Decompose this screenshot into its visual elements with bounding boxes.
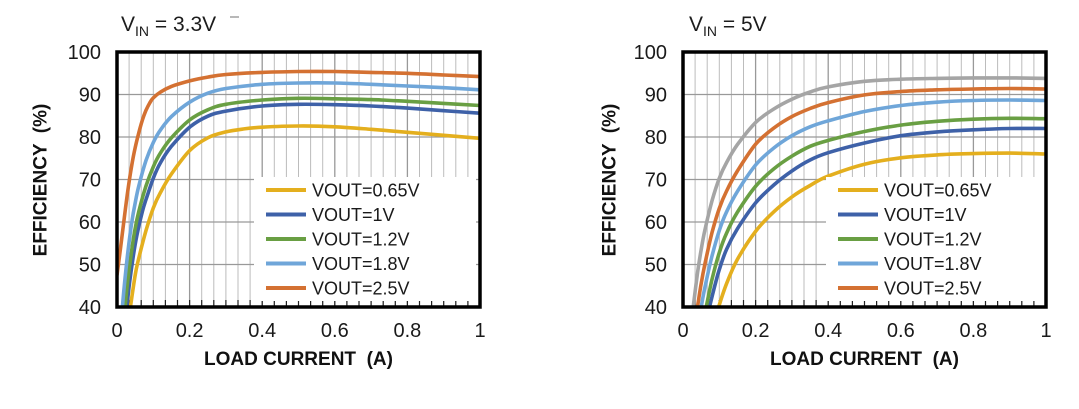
title-rest: = 3.3V — [149, 13, 217, 36]
curve-vout-0.65v — [128, 124, 480, 307]
y-tick-label: 40 — [645, 297, 667, 319]
title-rest: = 5V — [717, 13, 767, 36]
legend-label: VOUT=1.8V — [312, 254, 410, 274]
chart-vin-5v: VIN = 5V EFFICIENCY (%) VOUT=0.65V VOUT=1… — [540, 0, 1079, 409]
plot-area: VOUT=0.65V VOUT=1V VOUT=1.2V VOUT=1.8V VOUT=… — [68, 42, 486, 342]
curve-vout-1.2v — [123, 96, 480, 307]
legend-label: VOUT=2.5V — [312, 279, 410, 299]
legend-label: VOUT=1V — [884, 205, 967, 225]
y-tick-label: 50 — [79, 255, 101, 277]
y-tick-label: 60 — [645, 212, 667, 234]
x-axis-title: LOAD CURRENT (A) — [770, 349, 959, 370]
legend-label: VOUT=1.8V — [884, 254, 982, 274]
plot-area: VOUT=0.65V VOUT=1V VOUT=1.2V VOUT=1.8V VOUT=… — [634, 42, 1052, 342]
chart-title: VIN = 3.3V — [121, 13, 217, 40]
curve-vout-0.65v — [716, 151, 1046, 307]
x-tick-label: 0.2 — [742, 320, 770, 342]
curve-vout-2.5v — [117, 69, 480, 276]
y-tick-label: 50 — [645, 255, 667, 277]
y-tick-label: 60 — [79, 212, 101, 234]
y-tick-label: 70 — [79, 170, 101, 192]
curve-vout-2.5v — [695, 86, 1046, 307]
curve-vout-1v — [707, 126, 1046, 307]
x-tick-label: 0 — [677, 320, 688, 342]
curve-vout-1.8v — [699, 98, 1046, 307]
x-tick-label: 0.4 — [248, 320, 276, 342]
plot-border — [115, 50, 482, 309]
title-base: V — [121, 13, 136, 36]
x-tick-label: 0.2 — [176, 320, 204, 342]
y-tick-label: 100 — [68, 42, 101, 64]
x-tick-label: 1 — [1040, 320, 1051, 342]
x-tick-label: 0 — [111, 320, 122, 342]
curve-vout-1v — [125, 102, 480, 307]
x-tick-label: 1 — [474, 320, 485, 342]
y-tick-label: 80 — [645, 127, 667, 149]
x-tick-label: 0.8 — [393, 320, 421, 342]
y-tick-label: 100 — [634, 42, 667, 64]
legend-label: VOUT=1.2V — [884, 230, 982, 250]
x-tick-label: 0.6 — [321, 320, 349, 342]
y-tick-label: 90 — [79, 85, 101, 107]
x-tick-label: 0.8 — [959, 320, 987, 342]
series-group — [691, 76, 1046, 307]
curve-unlabeled-gray-top-curve — [691, 76, 1046, 307]
legend-label: VOUT=1.2V — [312, 230, 410, 250]
y-tick-label: 80 — [79, 127, 101, 149]
title-subscript: IN — [703, 23, 718, 40]
legend-label: VOUT=0.65V — [312, 181, 420, 201]
y-tick-label: 40 — [79, 297, 101, 319]
series-group — [117, 69, 480, 307]
x-tick-label: 0.4 — [814, 320, 842, 342]
chart-vin-3v3: VIN = 3.3V EFFICIENCY (%) VOUT=0.65V VOUT… — [31, 13, 486, 370]
curve-vout-1.2v — [704, 116, 1046, 307]
y-tick-label: 70 — [645, 170, 667, 192]
title-base: V — [689, 13, 704, 36]
legend-label: VOUT=0.65V — [884, 181, 992, 201]
y-tick-label: 90 — [645, 85, 667, 107]
x-tick-label: 0.6 — [887, 320, 915, 342]
x-axis-title: LOAD CURRENT (A) — [204, 349, 393, 370]
chart-title: VIN = 5V — [689, 13, 767, 40]
legend-label: VOUT=2.5V — [884, 279, 982, 299]
title-subscript: IN — [135, 23, 150, 40]
scan-artifact-dash — [230, 16, 239, 18]
legend-label: VOUT=1V — [312, 205, 395, 225]
plot-border — [681, 50, 1048, 309]
curve-vout-1.8v — [120, 81, 480, 307]
